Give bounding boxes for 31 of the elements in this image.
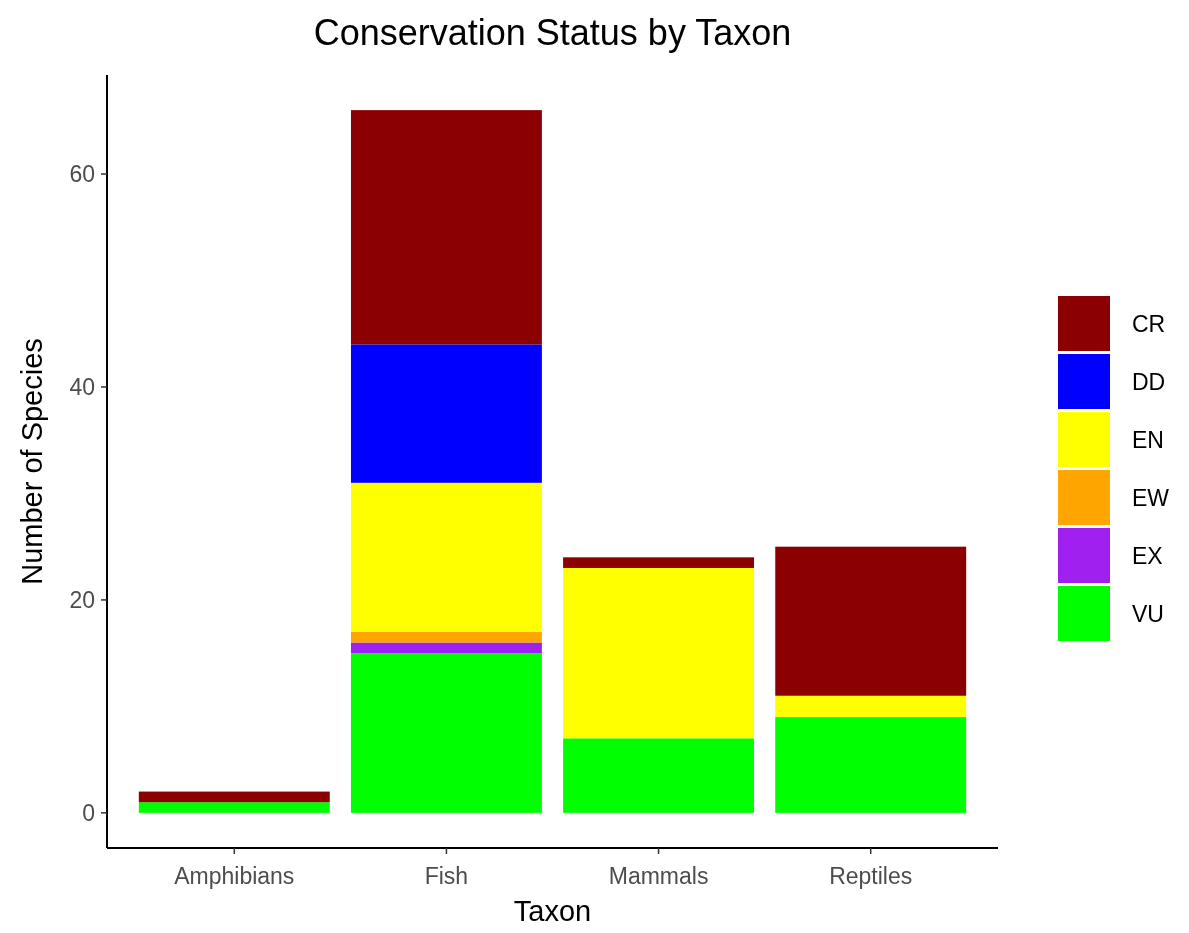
y-tick-label: 60 (69, 161, 95, 188)
bar (563, 567, 755, 739)
bar (350, 653, 542, 813)
bar (775, 695, 967, 718)
bar (350, 344, 542, 483)
bar (350, 482, 542, 632)
bar (350, 642, 542, 654)
x-tick-label: Amphibians (174, 863, 295, 889)
x-tick-label: Mammals (608, 863, 709, 889)
bar (563, 557, 755, 568)
y-axis-title: Number of Species (16, 338, 48, 585)
legend-label: DD (1132, 369, 1166, 396)
bar (350, 631, 542, 643)
chart-title: Conservation Status by Taxon (313, 12, 792, 53)
legend-label: CR (1132, 311, 1166, 338)
bar (138, 791, 330, 803)
bar (775, 546, 967, 696)
x-tick-label: Reptiles (829, 863, 913, 889)
x-tick-label: Fish (424, 863, 469, 889)
y-tick-label: 40 (69, 374, 95, 401)
bar (775, 717, 967, 813)
bar (563, 738, 755, 813)
bar (138, 802, 330, 813)
bar (350, 110, 542, 345)
legend-label: VU (1132, 601, 1164, 628)
x-axis-title: Taxon (513, 895, 592, 927)
legend-label: EX (1132, 543, 1163, 570)
legend-label: EN (1132, 427, 1164, 454)
y-tick-label: 20 (69, 586, 95, 613)
y-tick-label: 0 (82, 799, 95, 826)
legend-label: EW (1132, 485, 1170, 512)
